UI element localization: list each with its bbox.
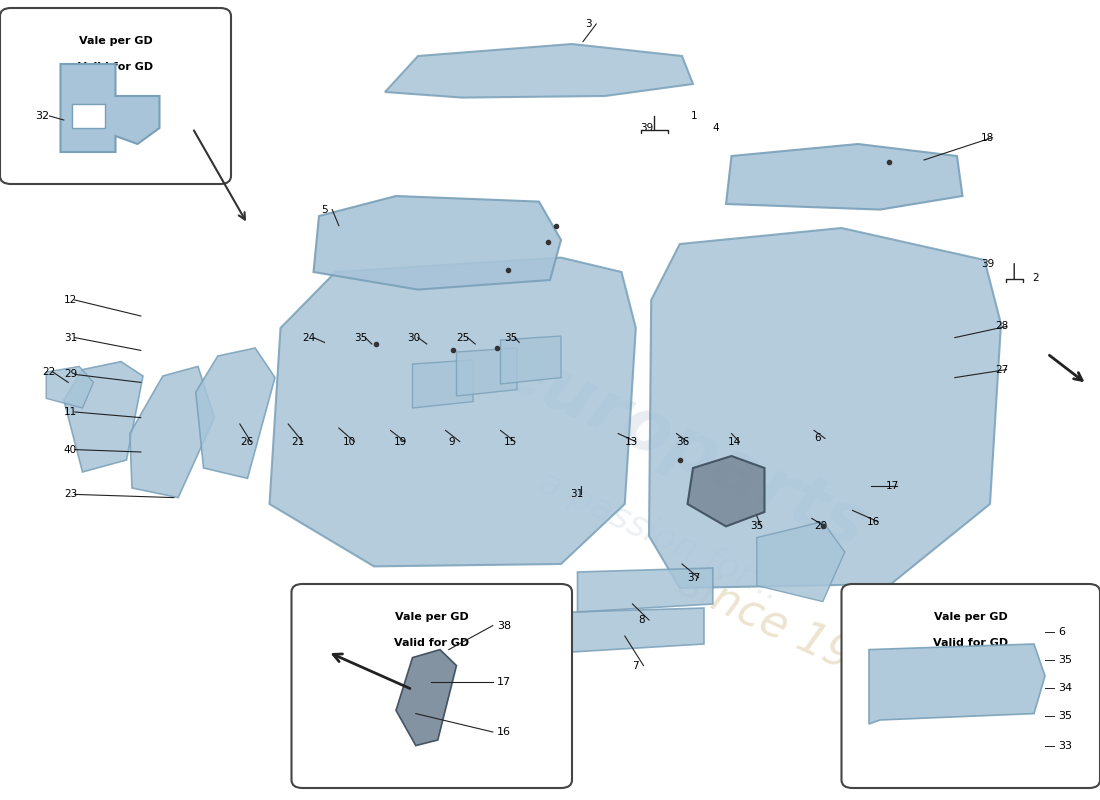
Polygon shape (726, 144, 962, 210)
Text: 31: 31 (570, 490, 583, 499)
Polygon shape (270, 258, 636, 566)
Text: 14: 14 (728, 437, 741, 446)
Polygon shape (72, 104, 104, 128)
Polygon shape (649, 228, 1001, 588)
Text: 39: 39 (981, 259, 994, 269)
Text: 1: 1 (691, 111, 697, 121)
Polygon shape (572, 608, 704, 652)
Text: 35: 35 (750, 522, 763, 531)
Text: 22: 22 (42, 367, 55, 377)
Text: 30: 30 (407, 333, 420, 342)
FancyBboxPatch shape (0, 8, 231, 184)
Text: Valid for GD: Valid for GD (933, 638, 1009, 648)
Text: 27: 27 (996, 365, 1009, 374)
Text: 6: 6 (1058, 627, 1065, 637)
Text: 32: 32 (35, 111, 50, 121)
Text: Vale per GD: Vale per GD (78, 36, 153, 46)
FancyBboxPatch shape (292, 584, 572, 788)
Text: 5: 5 (321, 205, 328, 214)
Polygon shape (60, 64, 160, 152)
Text: 35: 35 (1058, 655, 1072, 665)
Text: a passion for...: a passion for... (534, 465, 786, 607)
Polygon shape (196, 348, 275, 478)
Polygon shape (130, 366, 214, 498)
Text: 3: 3 (585, 19, 592, 29)
Text: 36: 36 (676, 437, 690, 446)
Text: 9: 9 (449, 437, 455, 446)
Text: 40: 40 (64, 445, 77, 454)
Text: 28: 28 (996, 322, 1009, 331)
FancyBboxPatch shape (842, 584, 1100, 788)
Text: 21: 21 (292, 437, 305, 446)
Text: 35: 35 (504, 333, 517, 342)
Text: 16: 16 (497, 727, 512, 737)
Text: Valid for GD: Valid for GD (394, 638, 470, 648)
Text: 26: 26 (240, 437, 253, 446)
Text: 33: 33 (1058, 741, 1072, 750)
Text: 10: 10 (343, 437, 356, 446)
Text: 4: 4 (713, 123, 719, 133)
Text: 20: 20 (814, 522, 827, 531)
Text: 6: 6 (814, 434, 821, 443)
Polygon shape (869, 644, 1045, 724)
Text: 8: 8 (638, 615, 645, 625)
Polygon shape (46, 366, 94, 408)
Polygon shape (64, 362, 143, 472)
Text: 15: 15 (504, 437, 517, 446)
Text: 39: 39 (640, 123, 653, 133)
Text: 29: 29 (64, 370, 77, 379)
Text: 13: 13 (625, 437, 638, 446)
Text: 37: 37 (688, 573, 701, 582)
Text: 25: 25 (456, 333, 470, 342)
Text: 17: 17 (497, 677, 512, 686)
Polygon shape (385, 44, 693, 98)
Text: 31: 31 (64, 333, 77, 342)
Text: 2: 2 (1032, 274, 1038, 283)
Text: europarts: europarts (486, 332, 878, 564)
Text: 7: 7 (632, 661, 639, 670)
Text: 23: 23 (64, 490, 77, 499)
Text: 38: 38 (497, 621, 512, 630)
Text: 12: 12 (64, 295, 77, 305)
Text: 17: 17 (886, 482, 899, 491)
Polygon shape (314, 196, 561, 290)
Polygon shape (578, 568, 713, 612)
Polygon shape (500, 336, 561, 384)
Text: Vale per GD: Vale per GD (934, 612, 1008, 622)
Text: Valid for GD: Valid for GD (78, 62, 153, 73)
Polygon shape (757, 522, 845, 602)
Polygon shape (456, 348, 517, 396)
Polygon shape (396, 650, 456, 746)
Text: 35: 35 (354, 333, 367, 342)
Polygon shape (688, 456, 764, 526)
Text: 35: 35 (1058, 711, 1072, 721)
Text: 24: 24 (302, 333, 316, 342)
Text: 16: 16 (867, 517, 880, 526)
Text: 11: 11 (64, 407, 77, 417)
Polygon shape (412, 360, 473, 408)
Text: Vale per GD: Vale per GD (395, 612, 469, 622)
Text: 34: 34 (1058, 683, 1072, 693)
Text: 18: 18 (981, 133, 994, 142)
Text: since 1985: since 1985 (673, 561, 911, 703)
Text: 19: 19 (394, 437, 407, 446)
